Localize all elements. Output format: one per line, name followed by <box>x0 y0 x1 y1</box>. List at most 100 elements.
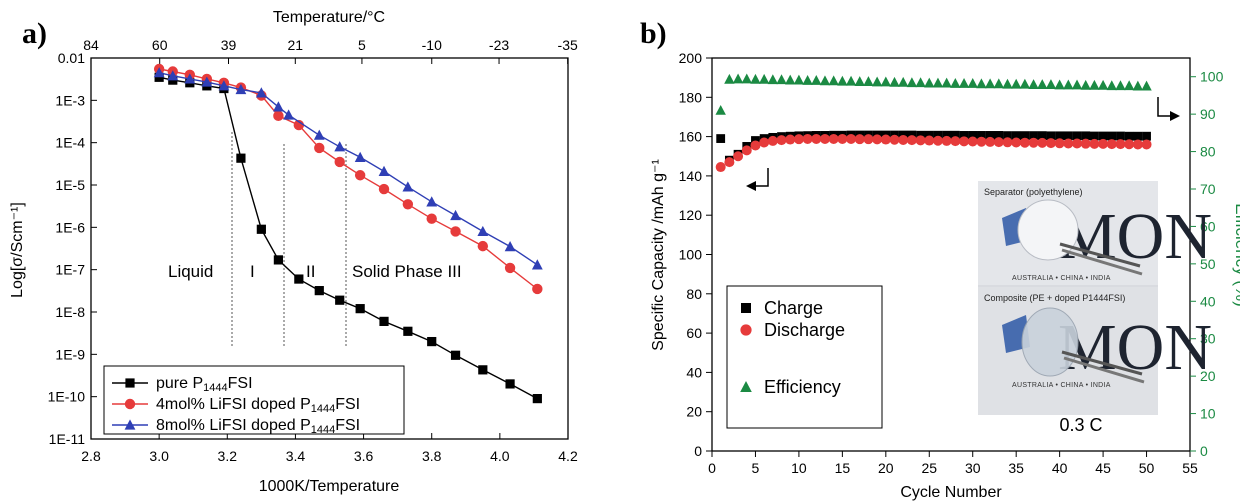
data-point-8mol <box>477 225 489 237</box>
inset-logo-text-top: MON <box>1058 200 1212 273</box>
inset-caption-bottom: Composite (PE + doped P1444FSI) <box>984 293 1125 303</box>
data-point-discharge <box>759 137 770 148</box>
chart-b-y-tick-label: 160 <box>679 129 703 145</box>
tweezers-top-a <box>1059 242 1141 268</box>
data-point-discharge <box>1011 137 1022 148</box>
data-point-discharge <box>941 135 952 146</box>
series-line-4mol <box>158 68 538 290</box>
data-point-discharge <box>837 133 848 144</box>
data-point-8mol <box>201 76 213 87</box>
region-liquid-label: Liquid <box>168 262 213 281</box>
chart-a-x-axis-title: 1000K/Temperature <box>259 478 400 495</box>
chart-b-x-tick-label: 30 <box>965 460 981 476</box>
data-point-8mol <box>184 73 196 84</box>
data-point-discharge <box>811 133 822 144</box>
chart-b-x-tick-label: 20 <box>878 460 894 476</box>
data-point-efficiency <box>1141 80 1152 91</box>
right-axis-arrow <box>1157 97 1173 117</box>
data-point-efficiency <box>732 73 744 84</box>
data-point-efficiency <box>793 74 805 85</box>
data-point-charge <box>1063 131 1073 141</box>
data-point-charge <box>716 134 726 143</box>
data-point-8mol <box>504 241 516 252</box>
data-point-discharge <box>715 162 726 173</box>
data-point-charge <box>1124 131 1134 141</box>
chart-b-right-tick-label: 80 <box>1200 144 1216 160</box>
chart-b-right-tick-label: 100 <box>1200 69 1224 85</box>
data-point-8mol <box>153 67 165 78</box>
chart-b-right-tick-label: 90 <box>1200 106 1216 122</box>
data-point-discharge <box>776 135 787 146</box>
legend-marker-pure <box>125 378 135 388</box>
chart-b-right-tick-label: 0 <box>1200 443 1208 459</box>
data-point-pure <box>505 379 515 389</box>
inset-photo: Separator (polyethylene) Composite (PE +… <box>978 181 1212 415</box>
chart-a-top-tick-label: 5 <box>358 37 366 53</box>
data-point-pure <box>256 224 266 234</box>
data-point-4mol <box>450 226 461 237</box>
rate-note: 0.3 C <box>1059 415 1102 435</box>
data-point-charge <box>968 131 978 140</box>
data-point-8mol <box>218 80 230 91</box>
tweezers-top-b <box>1061 248 1143 276</box>
data-point-charge <box>985 131 995 140</box>
chart-a-y-tick-label: 1E-7 <box>55 262 85 278</box>
region-ii-label: II <box>306 262 315 281</box>
data-point-efficiency <box>724 73 735 84</box>
data-point-discharge <box>959 136 970 147</box>
panel-a-label: a) <box>22 17 47 50</box>
data-point-discharge <box>1124 139 1135 150</box>
chart-b-y-axis-title: Specific Capacity /mAh g⁻¹ <box>650 159 667 351</box>
chart-a-y-tick-label: 1E-8 <box>55 304 85 320</box>
legend-label-8mol: 8mol% LiFSI doped P1444FSI <box>156 417 360 436</box>
data-point-discharge <box>924 135 935 146</box>
data-point-efficiency <box>1132 80 1144 91</box>
chart-a-top-axis-title: Temperature/°C <box>273 9 385 26</box>
data-point-efficiency <box>819 75 831 86</box>
data-point-efficiency <box>785 74 796 85</box>
chart-b-right-axis-title: Efficiency (%) <box>1232 203 1240 307</box>
data-point-pure <box>355 304 365 314</box>
data-point-discharge <box>915 135 926 146</box>
data-point-discharge <box>880 134 891 145</box>
chart-b-right-tick-label: 40 <box>1200 293 1216 309</box>
legend-marker-4mol <box>124 398 136 410</box>
data-point-8mol <box>531 259 543 270</box>
chart-a-top-tick-label: -23 <box>489 37 509 53</box>
series-line-pure <box>158 76 538 400</box>
data-point-efficiency <box>1123 80 1135 91</box>
data-point-discharge <box>889 134 900 145</box>
tweezers-bottom-b <box>1063 356 1145 384</box>
data-point-8mol <box>167 70 179 81</box>
data-point-discharge <box>1054 138 1065 149</box>
chart-b-x-tick-label: 35 <box>1008 460 1024 476</box>
chart-b-y-tick-label: 140 <box>679 168 703 184</box>
data-point-discharge <box>819 133 830 144</box>
data-point-8mol <box>450 209 461 221</box>
chart-b-y-tick-label: 200 <box>679 50 703 66</box>
inset-subtext-top: AUSTRALIA • CHINA • INDIA <box>1012 275 1111 282</box>
chart-a-y-tick-label: 0.01 <box>58 50 85 66</box>
data-point-pure <box>427 336 437 347</box>
data-point-discharge <box>993 137 1004 148</box>
chart-b-x-tick-label: 10 <box>791 460 807 476</box>
chart-a-y-tick-label: 1E-3 <box>55 92 85 108</box>
chart-b-y-tick-label: 120 <box>679 207 703 223</box>
data-point-discharge <box>932 135 943 146</box>
chart-a-legend: pure P1444FSI 4mol% LiFSI doped P1444FSI 8… <box>103 365 405 436</box>
data-point-discharge <box>1002 137 1013 148</box>
data-point-efficiency <box>889 76 900 87</box>
chart-b-y-tick-label: 180 <box>679 89 703 105</box>
chart-b-right-tick-label: 60 <box>1200 218 1216 234</box>
data-point-efficiency <box>1054 79 1065 90</box>
data-point-efficiency <box>1071 79 1083 90</box>
data-point-pure <box>154 72 164 82</box>
data-point-4mol <box>273 110 284 122</box>
data-point-pure <box>335 295 345 305</box>
data-point-discharge <box>733 151 744 162</box>
data-point-efficiency <box>741 73 752 84</box>
data-point-8mol <box>354 151 366 162</box>
data-point-efficiency <box>941 77 952 88</box>
